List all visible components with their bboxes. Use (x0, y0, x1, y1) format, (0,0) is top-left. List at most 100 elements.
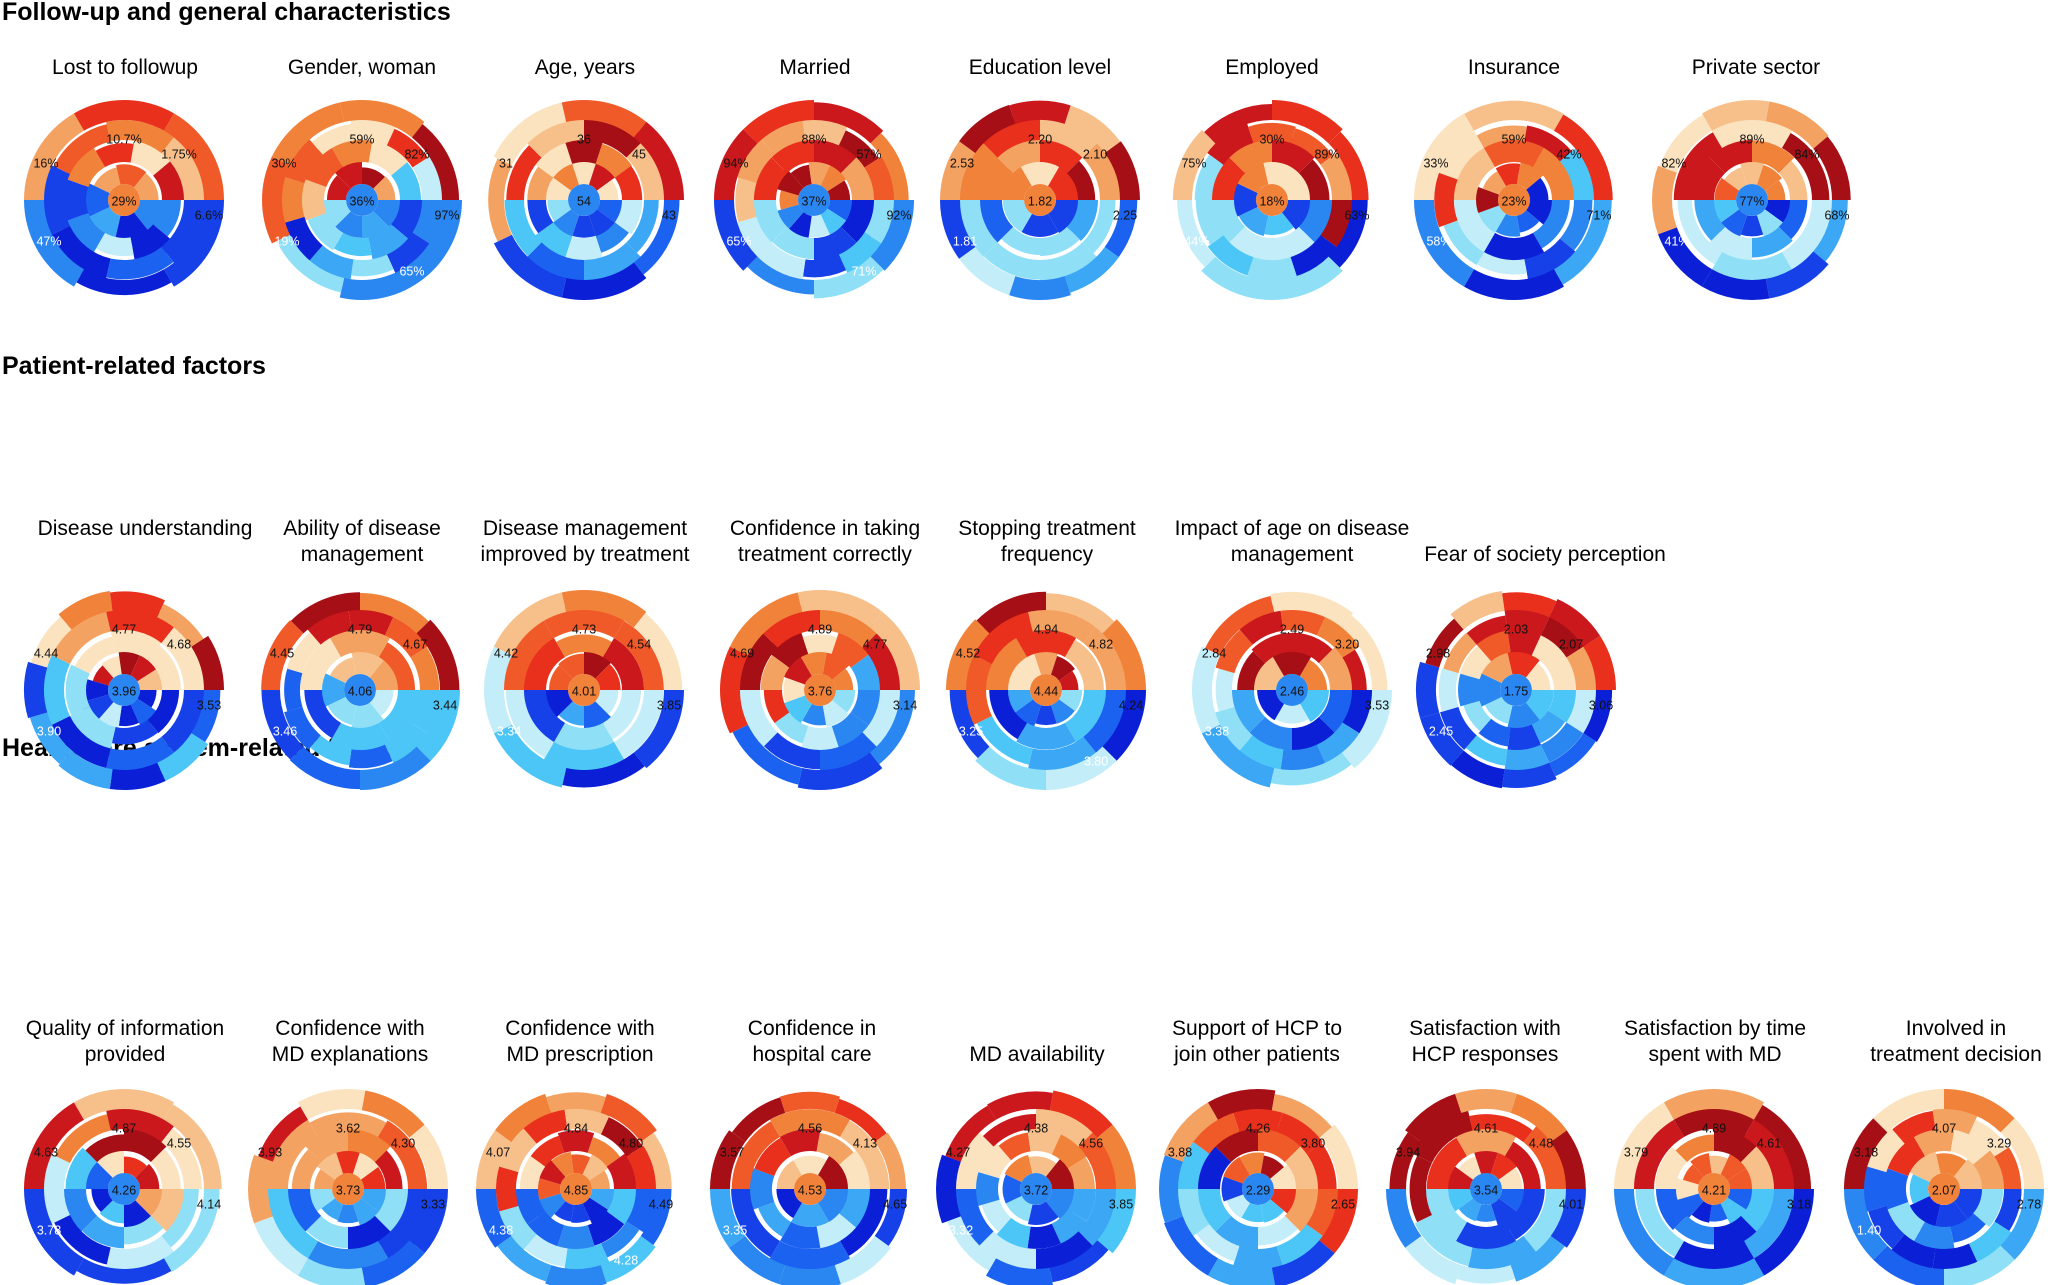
ring-segment (814, 136, 860, 174)
ring-segment (564, 137, 604, 164)
ring-segment (729, 592, 803, 656)
ring-segment (777, 695, 812, 730)
value-label: 4.06 (348, 684, 372, 698)
ring-segment (1208, 1258, 1275, 1285)
ring-segment (959, 247, 1016, 296)
centre-disc (1256, 184, 1288, 216)
ring-segment (595, 143, 632, 178)
value-label: 1.75 (1504, 684, 1528, 698)
ring-segment (1272, 226, 1317, 263)
ring-segment (995, 161, 1032, 200)
ring-segment (1270, 591, 1354, 628)
value-label: 4.85 (564, 1183, 588, 1197)
ring-segment (76, 269, 172, 296)
ring-segment (537, 1178, 561, 1200)
ring-segment (1559, 200, 1593, 251)
ring-segment (1033, 651, 1059, 675)
ring-segment (1208, 1089, 1276, 1120)
centre-disc (1470, 1173, 1502, 1205)
ring-segment (533, 222, 573, 260)
ring-segment (1754, 1189, 1814, 1276)
ring-segment (561, 590, 647, 628)
centre-disc (1698, 1173, 1730, 1205)
ring-segment (360, 1167, 386, 1189)
ring-segment (1065, 690, 1113, 748)
ring-segment (1936, 1153, 1967, 1177)
value-label: 3.80 (1084, 754, 1108, 768)
ring-segment (874, 1189, 908, 1247)
chart-title: Employed (1225, 56, 1319, 79)
value-label: 2.53 (950, 156, 974, 170)
ring-segment (51, 716, 111, 768)
ring-segment (862, 631, 903, 690)
ring-segment (1524, 238, 1579, 283)
ring-segment (710, 1130, 746, 1189)
ring-segment (314, 1169, 336, 1189)
ring-segment (714, 129, 758, 200)
ring-segment (379, 642, 416, 690)
ring-segment (1328, 200, 1368, 268)
ring-segment (493, 592, 567, 656)
value-label: 4.79 (348, 622, 372, 636)
ring-segment (164, 1104, 222, 1189)
ring-segment (1973, 1189, 2004, 1228)
ring-segment (503, 620, 554, 690)
value-label: 4.24 (1119, 698, 1143, 712)
ring-segment (1426, 1137, 1467, 1189)
ring-segment (191, 690, 221, 743)
ring-segment (1436, 128, 1484, 180)
ring-segment (1028, 1156, 1057, 1177)
ring-segment (1005, 1195, 1033, 1222)
ring-segment (1409, 1155, 1432, 1223)
ring-segment (410, 690, 441, 734)
ring-segment (1540, 722, 1584, 763)
ring-segment (808, 159, 831, 186)
ring-segment (1319, 1189, 1358, 1254)
ring-segment (562, 752, 645, 788)
sunburst-chart: 3.62 4.30 3.93 3.73 3.33 (247, 1089, 448, 1285)
ring-segment (1201, 256, 1272, 300)
ring-segment (289, 746, 360, 790)
ring-segment (348, 1215, 394, 1253)
ring-segment (1048, 200, 1084, 238)
ring-segment (542, 741, 626, 773)
ring-segment (1318, 690, 1358, 737)
sunburst-chart: 4.61 4.48 3.94 3.54 4.01 (1386, 1089, 1586, 1285)
ring-segment (869, 611, 920, 690)
ring-segment (1455, 1089, 1517, 1113)
ring-segment (493, 102, 567, 166)
ring-segment (557, 1225, 595, 1250)
value-label: 82% (404, 147, 429, 161)
chart-title: Satisfaction by time spent with MD (1623, 1017, 1807, 1066)
ring-segment (1104, 141, 1140, 200)
ring-segment (1635, 1189, 1684, 1258)
value-label: 4.26 (1246, 1121, 1270, 1135)
ring-segment (1507, 650, 1541, 678)
ring-segment (1714, 1215, 1759, 1252)
ring-segment (600, 1236, 656, 1283)
ring-segment (410, 647, 440, 690)
ring-segment (793, 1155, 827, 1176)
ring-segment (1664, 1258, 1764, 1285)
sunburst-chart: 4.89 4.77 4.69 3.76 3.14 (720, 590, 920, 791)
chart-title: Confidence in taking treatment correctly (729, 517, 921, 566)
chart-title: Age, years (534, 56, 636, 79)
value-label: 3.54 (1474, 1183, 1498, 1197)
value-label: 3.93 (258, 1145, 282, 1159)
sunburst-chart: 89% 84% 82% 77% 68% 41% (1652, 100, 1851, 300)
ring-segment (1159, 1155, 1183, 1223)
ring-segment (1778, 200, 1808, 240)
ring-segment (603, 690, 642, 740)
ring-segment (311, 124, 354, 155)
ring-segment (772, 226, 814, 260)
value-label: 2.03 (1504, 622, 1528, 636)
ring-segment (1048, 166, 1079, 200)
ring-segment (368, 224, 409, 260)
centre-disc (798, 184, 830, 216)
ring-segment (1754, 1104, 1812, 1189)
value-label: 3.73 (336, 1183, 360, 1197)
sunburst-chart: 4.73 4.54 4.42 4.01 3.85 3.34 (484, 590, 684, 788)
ring-segment (1727, 1167, 1754, 1189)
ring-segment (556, 634, 612, 658)
ring-segment (800, 726, 840, 752)
